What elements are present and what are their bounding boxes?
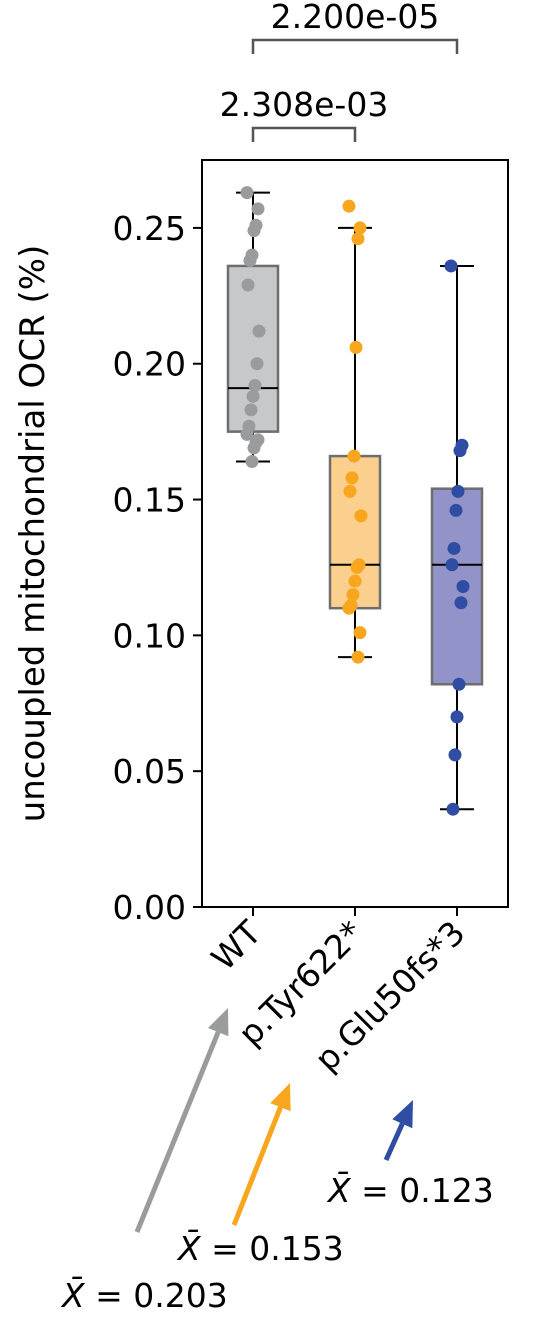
data-point: [351, 232, 365, 246]
data-point: [450, 710, 464, 724]
mean-symbol: X̄: [60, 1275, 86, 1315]
data-point: [243, 254, 257, 268]
data-point: [342, 199, 356, 213]
mean-symbol: X̄: [176, 1228, 202, 1268]
arrow-shaft: [134, 1031, 221, 1233]
data-point: [345, 471, 359, 485]
box-group-wt: [226, 186, 280, 469]
p-value-label: 2.200e-05: [271, 0, 440, 36]
y-tick-label: 0.00: [113, 888, 186, 927]
p-value-label: 2.308e-03: [220, 85, 389, 124]
mean-symbol: X̄: [326, 1170, 352, 1210]
data-point: [347, 449, 361, 463]
mean-annotation-p-tyr622: X̄ = 0.153: [176, 1083, 344, 1268]
arrow-head: [392, 1100, 413, 1129]
mean-label: X̄ = 0.153: [176, 1228, 344, 1268]
mean-value: = 0.203: [85, 1276, 228, 1315]
arrow-head: [270, 1083, 291, 1112]
y-tick-label: 0.20: [113, 345, 186, 384]
data-point: [241, 278, 255, 292]
data-point: [446, 802, 460, 816]
box-group-p-tyr622: [328, 199, 382, 664]
y-tick-label: 0.15: [113, 481, 186, 520]
y-axis: 0.00 0.05 0.10 0.15 0.20 0.25: [113, 209, 202, 927]
mean-annotation-wt: X̄ = 0.203: [60, 1008, 229, 1315]
data-point: [250, 357, 264, 371]
x-axis: WTp.Tyr622*p.Glu50fs*3: [204, 907, 473, 1079]
data-point: [240, 427, 254, 441]
y-tick-label: 0.25: [113, 209, 186, 248]
data-point: [353, 221, 367, 235]
mean-label: X̄ = 0.203: [60, 1275, 228, 1315]
significance-brackets: 2.308e-03 2.200e-05: [220, 0, 459, 142]
data-point: [244, 403, 258, 417]
data-point: [343, 484, 357, 498]
data-point: [445, 558, 459, 572]
data-point: [353, 626, 367, 640]
data-point: [346, 588, 360, 602]
data-point: [447, 541, 461, 555]
mean-value: = 0.153: [201, 1229, 344, 1268]
data-point: [248, 378, 262, 392]
mean-label: X̄ = 0.123: [326, 1170, 494, 1210]
data-point: [449, 503, 463, 517]
data-point: [252, 324, 266, 338]
arrow-shaft: [231, 1106, 283, 1226]
box-group-p-glu50fs-3: [430, 259, 484, 816]
data-point: [342, 601, 356, 615]
data-point: [351, 650, 365, 664]
data-point: [354, 509, 368, 523]
data-point: [246, 389, 260, 403]
data-point: [451, 484, 465, 498]
data-point: [251, 202, 265, 216]
arrow-head: [208, 1008, 229, 1037]
data-point: [349, 340, 363, 354]
mean-annotation-p-glu50fs-3: X̄ = 0.123: [326, 1100, 494, 1210]
data-point: [350, 560, 364, 574]
data-point: [456, 579, 470, 593]
y-axis-label: uncoupled mitochondrial OCR (%): [13, 245, 53, 823]
box-plot-area: [226, 186, 484, 816]
mean-value: = 0.123: [351, 1171, 494, 1210]
data-point: [247, 441, 261, 455]
data-point: [240, 186, 254, 200]
y-tick-label: 0.10: [113, 616, 186, 655]
data-point: [348, 574, 362, 588]
y-tick-label: 0.05: [113, 752, 186, 791]
x-tick-label-wt: WT: [204, 912, 269, 977]
significance-bracket: 2.308e-03: [220, 85, 389, 142]
bracket-line: [251, 126, 357, 142]
arrow-shaft: [383, 1122, 405, 1162]
data-point: [453, 444, 467, 458]
data-point: [452, 677, 466, 691]
data-point: [247, 224, 261, 238]
data-point: [444, 259, 458, 273]
significance-bracket: 2.200e-05: [251, 0, 459, 54]
data-point: [454, 596, 468, 610]
data-point: [448, 748, 462, 762]
data-point: [245, 455, 259, 469]
bracket-line: [251, 38, 459, 54]
